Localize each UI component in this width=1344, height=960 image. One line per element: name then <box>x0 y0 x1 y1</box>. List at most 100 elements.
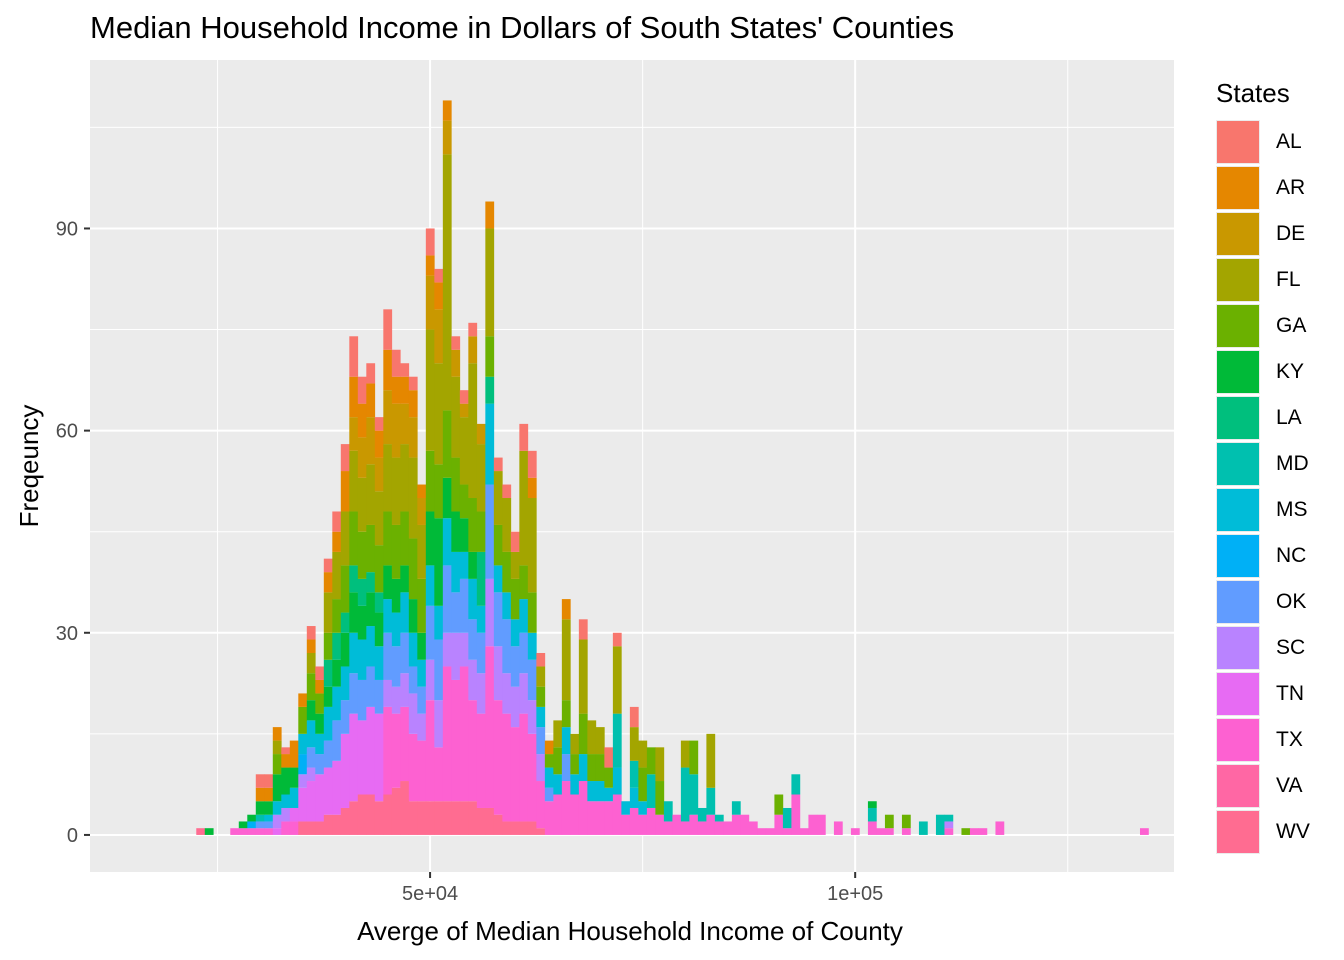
bar-segment-tx <box>425 700 435 802</box>
bar-segment-ar <box>340 471 350 512</box>
bar-segment-nc <box>247 821 257 829</box>
bar-segment-ms <box>400 592 410 633</box>
bar-segment-ok <box>434 639 444 701</box>
bar-segment-ar <box>255 787 265 802</box>
histogram-bin <box>748 821 758 835</box>
bar-segment-ga <box>553 747 563 775</box>
bar-segment-tx <box>646 807 656 835</box>
bar-segment-fl <box>612 646 622 714</box>
bar-segment-fl <box>595 727 605 755</box>
bar-segment-ar <box>442 100 452 121</box>
bar-segment-ar <box>425 255 435 276</box>
bar-segment-ms <box>604 787 614 802</box>
legend-swatch <box>1217 167 1259 209</box>
bar-segment-la <box>357 578 367 606</box>
bar-segment-tn <box>366 706 376 795</box>
legend-key <box>1216 764 1260 808</box>
bar-segment-ky <box>332 659 342 687</box>
bar-segment-al <box>255 774 265 788</box>
bar-segment-ms <box>621 801 631 815</box>
bar-segment-de <box>459 403 469 418</box>
bar-segment-fl <box>510 551 520 579</box>
bar-segment-ms <box>629 787 639 808</box>
bar-segment-sc <box>944 821 954 829</box>
bar-segment-ms <box>417 659 427 687</box>
bar-segment-wv <box>323 814 333 835</box>
bar-segment-tx <box>391 713 401 788</box>
bar-segment-md <box>680 767 690 822</box>
x-axis-label: Averge of Median Household Income of Cou… <box>357 916 903 946</box>
bar-segment-ok <box>425 605 435 660</box>
bar-segment-ok <box>459 578 469 633</box>
histogram-bin <box>791 774 801 835</box>
bar-segment-de <box>357 437 367 478</box>
bar-segment-al <box>519 423 529 451</box>
bar-segment-al <box>374 417 384 431</box>
bar-segment-de <box>400 403 410 445</box>
bar-segment-ga <box>315 693 325 714</box>
bar-segment-ky <box>391 578 401 613</box>
legend-key <box>1216 718 1260 762</box>
legend-label: MS <box>1276 498 1308 521</box>
histogram-bin <box>434 268 444 835</box>
bar-segment-ky <box>281 767 291 795</box>
bar-segment-ms <box>451 551 461 593</box>
bar-segment-ms <box>434 605 444 640</box>
bar-segment-tx <box>493 700 503 815</box>
bar-segment-ky <box>306 700 316 721</box>
bar-segment-ar <box>357 403 367 438</box>
bar-segment-fl <box>383 444 393 512</box>
histogram-bin <box>680 740 690 835</box>
bar-segment-tn <box>315 774 325 822</box>
bar-segment-fl <box>561 619 571 701</box>
bar-segment-ky <box>204 828 214 835</box>
bar-segment-tn <box>332 760 342 815</box>
bar-segment-sc <box>383 679 393 707</box>
bar-segment-sc <box>519 673 529 714</box>
bar-segment-ar <box>289 740 299 768</box>
bar-segment-wv <box>468 801 478 835</box>
legend-swatch <box>1217 765 1259 807</box>
bar-segment-tx <box>417 740 427 802</box>
bar-segment-ga <box>519 565 529 600</box>
bar-segment-ok <box>476 632 486 674</box>
histogram-bin <box>255 774 265 835</box>
legend-swatch <box>1217 213 1259 255</box>
bar-segment-ok <box>383 632 393 680</box>
bar-segment-ky <box>366 592 376 627</box>
bar-segment-tx <box>680 821 690 835</box>
bar-segment-ar <box>374 430 384 458</box>
bar-segment-tx <box>850 828 860 835</box>
bar-segment-tx <box>672 814 682 835</box>
legend-swatch <box>1217 443 1259 485</box>
bar-segment-tn <box>272 828 282 835</box>
bar-segment-tx <box>731 814 741 835</box>
bar-segment-al <box>340 444 350 472</box>
legend-label: WV <box>1276 820 1310 843</box>
bar-segment-ky <box>255 801 265 815</box>
bar-segment-md <box>867 807 877 822</box>
bar-segment-md <box>255 814 265 822</box>
bar-segment-ok <box>417 686 427 714</box>
bar-segment-al <box>349 336 359 377</box>
bar-segment-ga <box>961 828 971 835</box>
legend-key <box>1216 534 1260 578</box>
bar-segment-al <box>604 747 614 768</box>
histogram-bin <box>349 336 359 835</box>
legend-label: OK <box>1276 590 1307 613</box>
bar-segment-fl <box>391 457 401 525</box>
legend-key <box>1216 810 1260 854</box>
bar-segment-tn <box>298 787 308 822</box>
bar-segment-al <box>400 363 410 377</box>
bar-segment-ga <box>536 686 546 707</box>
bar-segment-al <box>510 531 520 552</box>
histogram-bin <box>536 652 546 835</box>
legend-item-de: DE <box>1216 211 1310 257</box>
bar-segment-fl <box>400 444 410 512</box>
bar-segment-tx <box>510 727 520 822</box>
bar-segment-sc <box>272 814 282 829</box>
histogram-bin <box>485 201 495 835</box>
bar-segment-ga <box>298 706 308 734</box>
histogram-bin <box>876 828 886 835</box>
bar-segment-ky <box>468 551 478 579</box>
